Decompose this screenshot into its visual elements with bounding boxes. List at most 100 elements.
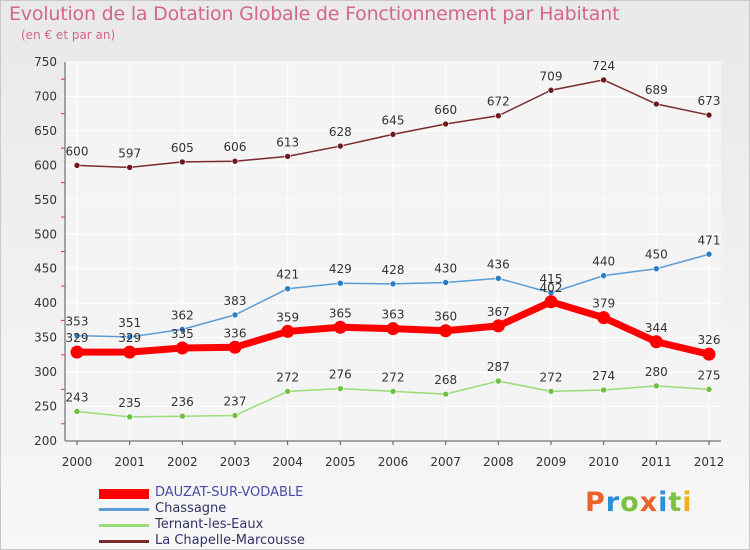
data-point-dauzat-sur-vodable	[70, 345, 84, 359]
data-point-chassagne	[284, 285, 291, 293]
data-point-dauzat-sur-vodable	[491, 319, 505, 333]
legend-swatch	[99, 508, 149, 511]
data-label-dauzat-sur-vodable: 329	[118, 331, 141, 345]
chart-subtitle: (en € et par an)	[21, 28, 116, 42]
legend-label: Chassagne	[155, 501, 227, 516]
data-point-ternant-les-eaux	[73, 408, 81, 415]
y-tick-label: 350	[34, 331, 57, 345]
x-tick-label: 2002	[167, 455, 198, 469]
x-tick-label: 2011	[641, 455, 672, 469]
data-label-la-chapelle-marcousse: 606	[224, 140, 247, 154]
x-tick-label: 2007	[430, 455, 461, 469]
x-tick-label: 2006	[378, 455, 409, 469]
data-label-ternant-les-eaux: 268	[434, 373, 457, 387]
data-point-ternant-les-eaux	[442, 390, 449, 398]
legend-label: DAUZAT-SUR-VODABLE	[155, 485, 304, 500]
legend-label: La Chapelle-Marcousse	[155, 533, 305, 548]
data-point-la-chapelle-marcousse	[705, 111, 713, 119]
data-label-chassagne: 353	[66, 315, 89, 329]
data-point-chassagne	[653, 265, 660, 273]
legend-swatch	[99, 540, 149, 543]
data-point-chassagne	[337, 279, 344, 287]
data-point-ternant-les-eaux	[547, 388, 555, 395]
data-point-la-chapelle-marcousse	[337, 142, 344, 150]
data-point-dauzat-sur-vodable	[123, 345, 137, 359]
logo-letter: r	[605, 487, 621, 518]
data-point-la-chapelle-marcousse	[231, 157, 239, 165]
data-label-ternant-les-eaux: 276	[329, 368, 352, 382]
data-point-chassagne	[705, 250, 713, 258]
data-label-dauzat-sur-vodable: 329	[66, 331, 89, 345]
data-point-chassagne	[442, 279, 449, 286]
data-point-ternant-les-eaux	[337, 385, 344, 392]
legend-swatch	[99, 489, 149, 499]
data-label-chassagne: 383	[224, 294, 247, 308]
data-point-chassagne	[126, 333, 133, 341]
y-tick-label: 600	[34, 158, 57, 172]
logo-letter: x	[639, 487, 659, 518]
data-point-ternant-les-eaux	[389, 388, 397, 395]
proxiti-logo: Proxiti	[585, 487, 693, 518]
data-label-ternant-les-eaux: 280	[645, 365, 668, 379]
y-tick-label: 250	[34, 400, 57, 414]
x-tick-label: 2010	[588, 455, 619, 469]
data-label-chassagne: 428	[382, 263, 405, 277]
data-label-la-chapelle-marcousse: 660	[434, 103, 457, 117]
data-label-la-chapelle-marcousse: 600	[66, 144, 89, 158]
data-label-chassagne: 440	[592, 255, 615, 269]
logo-letter: P	[585, 487, 606, 518]
data-point-chassagne	[179, 326, 186, 333]
logo-letter: i	[658, 487, 669, 518]
x-tick-label: 2005	[325, 455, 356, 469]
data-point-la-chapelle-marcousse	[495, 112, 502, 120]
data-label-ternant-les-eaux: 235	[118, 396, 141, 410]
data-point-la-chapelle-marcousse	[73, 162, 81, 169]
data-label-dauzat-sur-vodable: 359	[276, 310, 299, 324]
data-point-dauzat-sur-vodable	[439, 324, 453, 338]
legend-swatch	[99, 524, 149, 527]
data-point-ternant-les-eaux	[705, 386, 713, 393]
data-label-ternant-les-eaux: 287	[487, 360, 510, 374]
data-label-chassagne: 415	[540, 272, 563, 286]
data-point-dauzat-sur-vodable	[702, 347, 716, 361]
data-point-chassagne	[231, 311, 239, 319]
data-label-chassagne: 429	[329, 262, 352, 276]
data-point-ternant-les-eaux	[600, 386, 607, 394]
logo-letter: i	[682, 487, 693, 518]
data-label-dauzat-sur-vodable: 363	[382, 308, 405, 322]
data-label-la-chapelle-marcousse: 673	[698, 94, 721, 108]
data-label-la-chapelle-marcousse: 597	[118, 146, 141, 160]
y-tick-label: 300	[34, 365, 57, 379]
data-point-dauzat-sur-vodable	[386, 322, 400, 336]
x-tick-label: 2012	[694, 455, 725, 469]
data-point-la-chapelle-marcousse	[284, 153, 291, 160]
data-point-la-chapelle-marcousse	[600, 76, 607, 84]
legend-label: Ternant-les-Eaux	[155, 517, 264, 532]
data-label-dauzat-sur-vodable: 365	[329, 306, 352, 320]
data-point-ternant-les-eaux	[126, 413, 133, 421]
x-tick-label: 2008	[483, 455, 514, 469]
data-point-dauzat-sur-vodable	[175, 341, 189, 355]
data-point-la-chapelle-marcousse	[126, 164, 133, 171]
data-label-la-chapelle-marcousse: 613	[276, 135, 299, 149]
data-label-la-chapelle-marcousse: 709	[540, 69, 563, 83]
data-label-la-chapelle-marcousse: 605	[171, 141, 194, 155]
data-label-ternant-les-eaux: 237	[224, 395, 247, 409]
data-label-ternant-les-eaux: 236	[171, 395, 194, 409]
y-tick-label: 650	[34, 124, 57, 138]
logo-letter: o	[620, 487, 640, 518]
data-point-dauzat-sur-vodable	[281, 324, 295, 338]
y-tick-label: 700	[34, 89, 57, 103]
data-label-dauzat-sur-vodable: 379	[592, 297, 615, 311]
data-label-dauzat-sur-vodable: 336	[224, 326, 247, 340]
y-tick-label: 450	[34, 262, 57, 276]
data-point-la-chapelle-marcousse	[389, 131, 397, 138]
y-tick-label: 200	[34, 434, 57, 448]
data-point-ternant-les-eaux	[231, 412, 239, 419]
chart-title: Evolution de la Dotation Globale de Fonc…	[9, 3, 620, 25]
data-point-dauzat-sur-vodable	[544, 295, 558, 309]
data-point-la-chapelle-marcousse	[442, 120, 449, 128]
data-label-chassagne: 362	[171, 308, 194, 322]
y-tick-label: 400	[34, 296, 57, 310]
